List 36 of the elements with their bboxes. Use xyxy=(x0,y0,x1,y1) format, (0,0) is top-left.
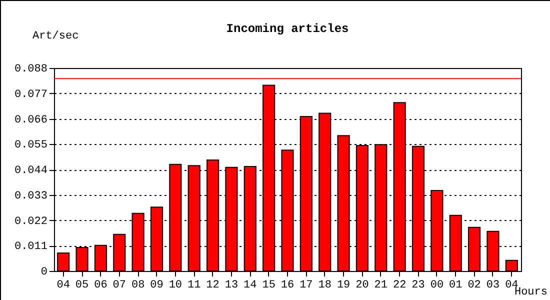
x-tick-label: 15 xyxy=(262,280,276,292)
x-axis-title: Hours xyxy=(514,286,548,298)
y-tick-label: 0 xyxy=(40,266,48,278)
x-tick-label: 11 xyxy=(188,280,202,292)
y-tick-label: 0.011 xyxy=(14,241,48,254)
x-tick-label: 05 xyxy=(75,280,89,292)
x-tick-label: 00 xyxy=(430,280,444,292)
x-tick-label: 13 xyxy=(224,280,238,292)
x-tick-label: 19 xyxy=(336,280,350,292)
x-tick-label: 03 xyxy=(486,280,500,292)
x-tick-label: 21 xyxy=(374,280,388,292)
x-tick-label: 07 xyxy=(112,280,126,292)
x-tick-label: 14 xyxy=(244,280,258,292)
x-tick-label: 12 xyxy=(206,280,220,292)
x-tick-label: 17 xyxy=(300,280,313,292)
y-tick-label: 0.022 xyxy=(14,216,48,228)
x-tick-label: 09 xyxy=(150,280,164,292)
x-tick-label: 04 xyxy=(56,280,70,292)
y-axis-title: Art/sec xyxy=(32,30,79,42)
y-tick-label: 0.033 xyxy=(14,190,48,202)
x-tick-label: 08 xyxy=(131,280,145,292)
y-tick-label: 0.077 xyxy=(14,88,48,101)
y-tick-label: 0.044 xyxy=(14,165,48,177)
x-tick-label: 02 xyxy=(468,280,481,292)
x-tick-label: 23 xyxy=(412,280,425,292)
x-tick-label: 16 xyxy=(280,280,294,292)
chart-title: Incoming articles xyxy=(226,22,349,36)
y-tick-label: 0.066 xyxy=(14,114,48,126)
x-tick-label: 18 xyxy=(318,280,332,292)
x-tick-label: 20 xyxy=(356,280,369,292)
y-tick-label: 0.055 xyxy=(14,140,48,152)
x-tick-label: 06 xyxy=(94,280,108,292)
x-tick-label: 01 xyxy=(449,280,463,292)
x-tick-label: 10 xyxy=(168,280,182,292)
y-tick-label: 0.088 xyxy=(14,64,48,76)
x-tick-label: 22 xyxy=(392,280,406,292)
